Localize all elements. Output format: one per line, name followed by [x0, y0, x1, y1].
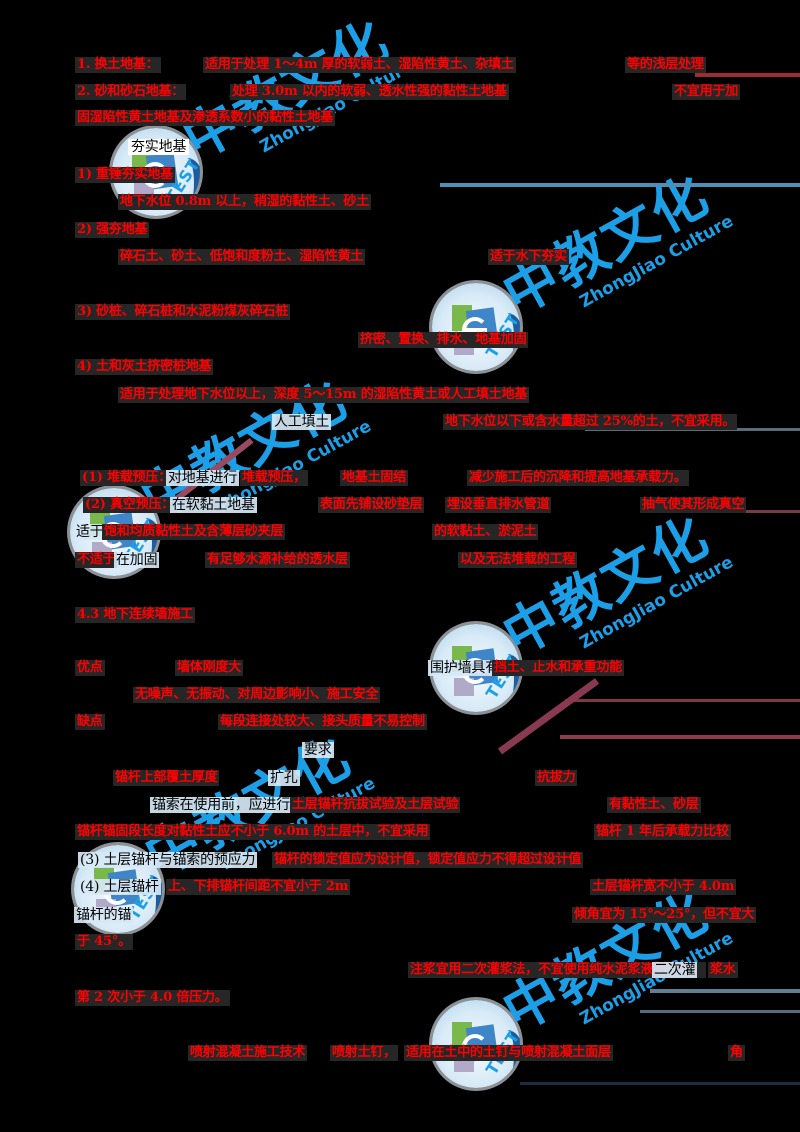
- text-segment: 锚索在使用前，应进行: [150, 797, 292, 813]
- text-segment: 有黏性土、砂层: [607, 797, 701, 813]
- text-segment: 注浆宜用二次灌浆法，不宜使用纯水泥浆液制砂浆，: [408, 962, 707, 978]
- section-heading: 夯实地基: [128, 139, 190, 155]
- subheading: (1) 堆载预压：: [80, 470, 174, 486]
- text-segment: 倾角宜为 15°～25°，但不宜大: [572, 907, 757, 923]
- text-segment: 适用于处理地下水位以上，深度 5～15m 的湿陷性黄土或人工填土地基: [118, 387, 530, 403]
- text-segment: 土层锚杆抗拔试验及土层试验: [290, 797, 461, 813]
- text-segment: 地下水位 0.8m 以上，稍湿的黏性土、砂土: [118, 194, 372, 210]
- text-segment: 第 2 次小于 4.0 倍压力。: [75, 990, 230, 1006]
- text-segment: 于 45°。: [75, 934, 133, 950]
- subheading: (2) 真空预压：: [83, 497, 177, 513]
- subheading: 2) 强夯地基: [75, 222, 150, 238]
- text-segment: 人工填土: [272, 414, 332, 430]
- rule-line: [560, 735, 800, 739]
- rule-line: [640, 1010, 800, 1013]
- rule-line: [565, 699, 800, 702]
- text-segment: 锚杆 1 年后承载力比较: [594, 824, 731, 840]
- text-segment: 无噪声、无振动、对周边影响小、施工安全: [133, 687, 381, 703]
- text-segment: 土层锚杆宽不小于 4.0m: [590, 879, 737, 895]
- rule-line: [520, 1082, 800, 1085]
- text-segment: 抗拔力: [535, 770, 578, 786]
- text-segment: 地下水位以下或含水量超过 25%的土，不宜采用。: [443, 414, 738, 430]
- text-segment: 适用在土中的土钉与喷射混凝土面层: [404, 1045, 613, 1061]
- text-segment: 上、下排锚杆间距不宜小于 2m: [166, 879, 351, 895]
- text-segment: 适用于处理 1～4m 厚的软弱土、湿陷性黄土、杂填土: [203, 57, 516, 73]
- watermark: 中教文化 ZhongJiao Culture TEST: [432, 163, 737, 371]
- rule-line: [695, 73, 800, 77]
- text-segment: 锚杆锚固段长度对黏性土应不小于 6.0m 的土层中，不宜采用: [75, 824, 431, 840]
- text-segment: 表面先铺设砂垫层: [318, 497, 425, 513]
- subheading: 1) 重锤夯实地基: [75, 167, 175, 183]
- label-advantages: 优点: [75, 660, 105, 676]
- text-segment: 的软黏土、淤泥土: [432, 524, 539, 540]
- text-segment: 二次灌: [652, 962, 698, 978]
- text-segment: 每段连接处较大、接头质量不易控制: [218, 714, 427, 730]
- text-segment: 锚杆的锚: [74, 907, 134, 923]
- text-segment: 浆水: [708, 962, 738, 978]
- text-segment: 埋设垂直排水管道: [445, 497, 552, 513]
- text-segment: 适于: [74, 524, 106, 540]
- text-segment: 堆载预压，: [240, 470, 309, 486]
- text-segment: 抽气使其形成真空: [640, 497, 747, 513]
- text-segment: 固湿陷性黄土地基及渗透系数小的黏性土地基: [75, 110, 336, 126]
- item-1-title: 1. 换土地基：: [75, 57, 161, 73]
- label-disadvantages: 缺点: [75, 714, 105, 730]
- text-segment: 饱和均质黏性土及含薄层砂夹层: [102, 524, 286, 540]
- text-segment: 挡土、止水和承重功能: [492, 660, 625, 676]
- text-segment: 地基土固结: [340, 470, 409, 486]
- text-segment: 角: [728, 1045, 745, 1061]
- text-segment: 在加固: [114, 552, 160, 568]
- watermark: 中教文化 ZhongJiao Culture TEST: [432, 880, 737, 1088]
- text-segment: 挤密、置换、排水、地基加固: [358, 332, 529, 348]
- rule-line: [650, 989, 800, 993]
- text-segment: 喷射混凝土施工技术: [188, 1045, 308, 1061]
- text-segment: 围护墙具有: [428, 660, 501, 676]
- text-segment: 等的浅层处理: [625, 57, 706, 73]
- text-segment: 碎石土、砂土、低饱和度粉土、湿陷性黄土: [118, 249, 366, 265]
- rule-line: [440, 183, 800, 187]
- text-segment: 有足够水源补给的透水层: [205, 552, 350, 568]
- subheading: (4) 土层锚杆: [78, 879, 161, 895]
- subheading: (3) 土层锚杆与锚索的预应力: [78, 852, 258, 868]
- text-segment: 扩孔: [268, 770, 300, 786]
- text-segment: 墙体刚度大: [175, 660, 244, 676]
- subheading: 3) 砂桩、碎石桩和水泥粉煤灰碎石桩: [75, 304, 291, 320]
- subheading: 4) 土和灰土挤密桩地基: [75, 359, 214, 375]
- rule-line: [735, 510, 800, 513]
- section-heading: 4.3 地下连续墙施工: [75, 607, 195, 623]
- text-segment: 不适于: [75, 552, 118, 568]
- text-segment: 适于水下夯实: [488, 249, 569, 265]
- text-segment: 在软黏土地基: [170, 497, 257, 513]
- text-segment: 处理 3.0m 以内的软弱、透水性强的黏性土地基: [230, 84, 509, 100]
- text-segment: 要求: [302, 742, 334, 758]
- text-segment: 以及无法堆载的工程: [458, 552, 578, 568]
- text-segment: 减少施工后的沉降和提高地基承载力。: [467, 470, 689, 486]
- text-segment: 对地基进行: [166, 470, 239, 486]
- text-segment: 不宜用于加: [672, 84, 741, 100]
- text-segment: 锚杆上部覆土厚度: [113, 770, 220, 786]
- text-segment: 锚杆的锁定值应为设计值，锁定值应力不得超过设计值: [272, 852, 584, 868]
- text-segment: 喷射土钉，: [330, 1045, 399, 1061]
- item-2-title: 2. 砂和砂石地基：: [75, 84, 187, 100]
